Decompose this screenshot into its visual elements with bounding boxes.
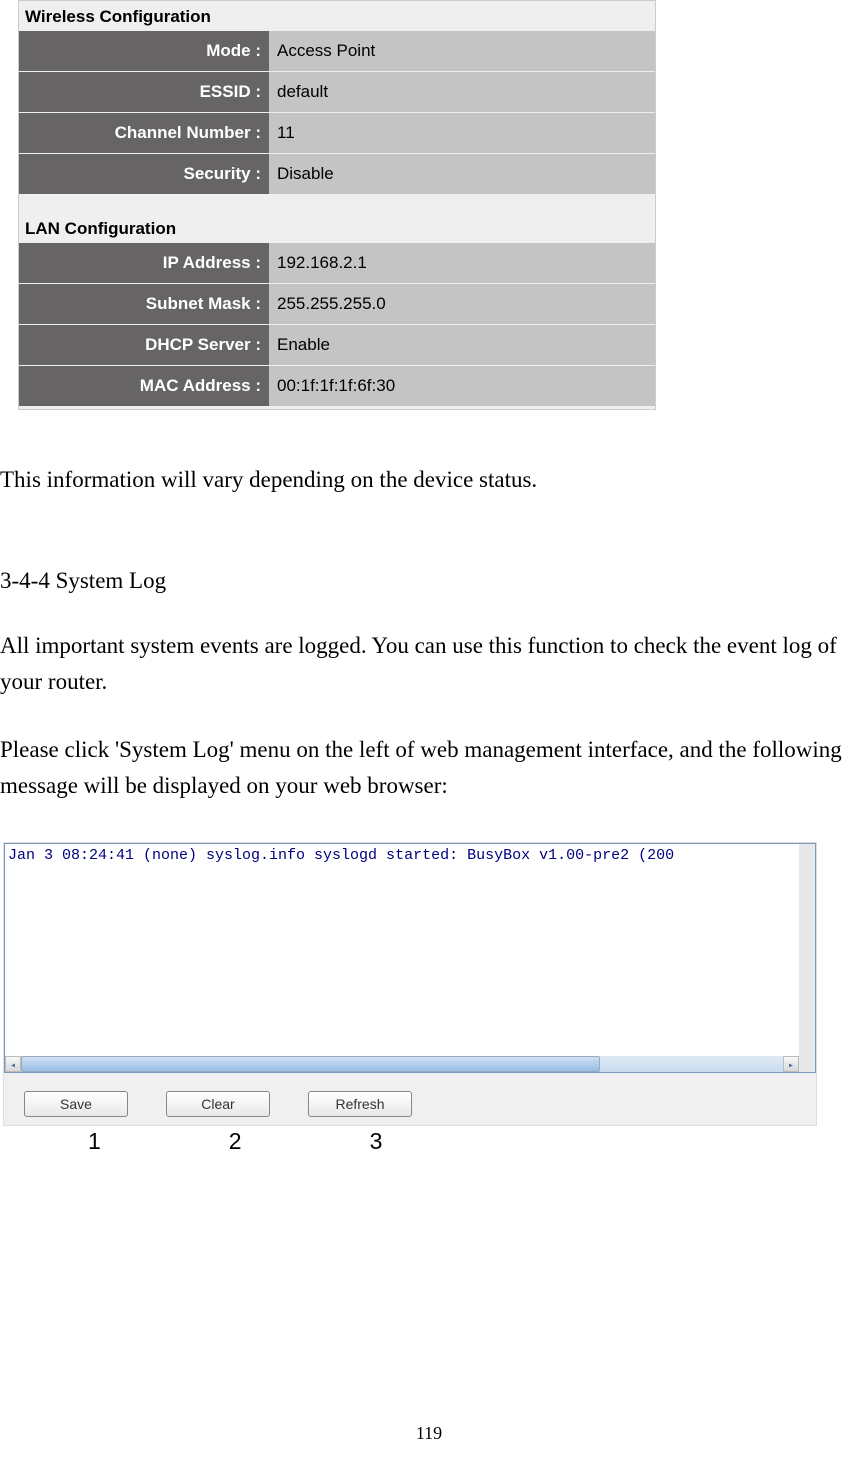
chevron-left-icon: [10, 1056, 16, 1073]
dhcp-label: DHCP Server :: [19, 325, 269, 365]
section-heading: 3-4-4 System Log: [0, 568, 858, 594]
scroll-left-button[interactable]: [5, 1056, 21, 1072]
config-row: Subnet Mask : 255.255.255.0: [19, 284, 655, 324]
mac-value: 00:1f:1f:1f:6f:30: [269, 366, 655, 406]
callout-1: 1: [88, 1128, 101, 1155]
callout-2: 2: [229, 1128, 242, 1155]
paragraph-2: Please click 'System Log' menu on the le…: [0, 732, 858, 804]
config-row: DHCP Server : Enable: [19, 325, 655, 365]
scroll-thumb[interactable]: [21, 1056, 600, 1072]
config-row: MAC Address : 00:1f:1f:1f:6f:30: [19, 366, 655, 406]
chevron-right-icon: [788, 1056, 794, 1073]
page-number: 119: [416, 1423, 442, 1444]
body-paragraph: This information will vary depending on …: [0, 462, 858, 498]
config-row: ESSID : default: [19, 72, 655, 112]
scroll-corner: [799, 1056, 815, 1072]
config-row: Security : Disable: [19, 154, 655, 194]
wireless-title: Wireless Configuration: [19, 3, 655, 31]
config-row: Mode : Access Point: [19, 31, 655, 71]
mode-label: Mode :: [19, 31, 269, 71]
channel-label: Channel Number :: [19, 113, 269, 153]
syslog-panel: Jan 3 08:24:41 (none) syslog.info syslog…: [3, 842, 817, 1126]
subnet-value: 255.255.255.0: [269, 284, 655, 324]
essid-label: ESSID :: [19, 72, 269, 112]
vertical-scrollbar[interactable]: [799, 844, 815, 1056]
save-button[interactable]: Save: [24, 1091, 128, 1117]
mode-value: Access Point: [269, 31, 655, 71]
refresh-button[interactable]: Refresh: [308, 1091, 412, 1117]
paragraph-1: All important system events are logged. …: [0, 628, 858, 700]
scroll-track[interactable]: [21, 1056, 783, 1072]
lan-title: LAN Configuration: [19, 215, 655, 243]
security-label: Security :: [19, 154, 269, 194]
mac-label: MAC Address :: [19, 366, 269, 406]
config-row: Channel Number : 11: [19, 113, 655, 153]
essid-value: default: [269, 72, 655, 112]
config-panel: Wireless Configuration Mode : Access Poi…: [18, 0, 656, 410]
config-row: IP Address : 192.168.2.1: [19, 243, 655, 283]
security-value: Disable: [269, 154, 655, 194]
scroll-right-button[interactable]: [783, 1056, 799, 1072]
channel-value: 11: [269, 113, 655, 153]
callout-3: 3: [370, 1128, 383, 1155]
horizontal-scrollbar[interactable]: [5, 1056, 799, 1072]
syslog-textarea[interactable]: Jan 3 08:24:41 (none) syslog.info syslog…: [4, 843, 816, 1073]
ip-value: 192.168.2.1: [269, 243, 655, 283]
syslog-content: Jan 3 08:24:41 (none) syslog.info syslog…: [8, 847, 674, 864]
number-callouts: 1 2 3: [88, 1128, 858, 1155]
button-row: Save Clear Refresh: [4, 1073, 816, 1125]
dhcp-value: Enable: [269, 325, 655, 365]
subnet-label: Subnet Mask :: [19, 284, 269, 324]
ip-label: IP Address :: [19, 243, 269, 283]
clear-button[interactable]: Clear: [166, 1091, 270, 1117]
